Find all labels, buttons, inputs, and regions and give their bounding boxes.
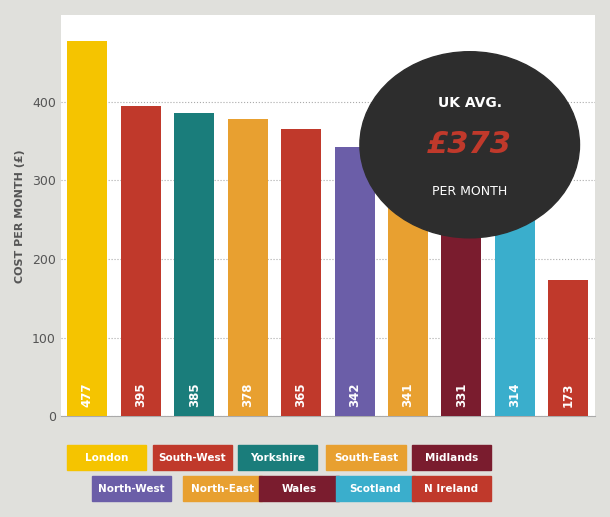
Text: 342: 342 [348,383,361,407]
Bar [548,280,588,417]
Text: £373: £373 [427,130,512,159]
Text: 314: 314 [508,383,522,407]
Text: Wales: Wales [281,483,317,494]
Bar [495,169,535,417]
Bar [334,147,375,417]
Bar [228,119,268,417]
Text: North-East: North-East [191,483,254,494]
Text: 378: 378 [241,383,254,407]
Text: London: London [85,452,129,463]
Bar [388,148,428,417]
Text: 341: 341 [401,383,414,407]
Text: N Ireland: N Ireland [425,483,478,494]
Text: UK AVG.: UK AVG. [438,96,501,111]
Bar [442,156,481,417]
Text: 365: 365 [295,383,307,407]
Text: 395: 395 [134,383,148,407]
Text: North-West: North-West [98,483,165,494]
Text: South-East: South-East [334,452,398,463]
Text: 173: 173 [562,383,575,407]
Bar [121,105,161,417]
Bar [281,129,321,417]
Text: Yorkshire: Yorkshire [250,452,305,463]
Text: PER MONTH: PER MONTH [432,185,508,198]
Text: South-West: South-West [159,452,226,463]
Text: 477: 477 [81,383,94,407]
Bar [174,113,214,417]
Text: 331: 331 [455,383,468,407]
Text: 385: 385 [188,383,201,407]
Bar [67,41,107,417]
Y-axis label: COST PER MONTH (£): COST PER MONTH (£) [15,149,25,282]
Text: Scotland: Scotland [350,483,401,494]
Text: Midlands: Midlands [425,452,478,463]
